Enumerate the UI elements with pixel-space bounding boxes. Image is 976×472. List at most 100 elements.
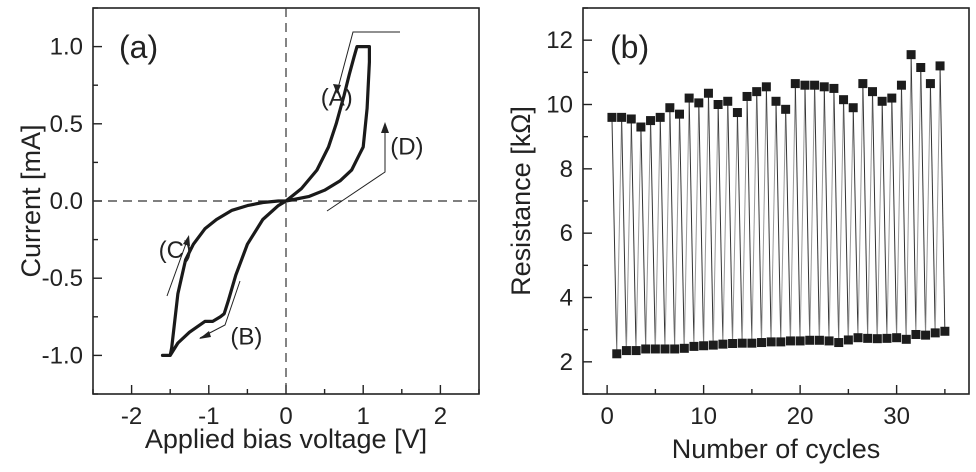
reset-transition-line: [683, 98, 690, 349]
arrow-b-head: [199, 331, 211, 339]
set-transition-line: [765, 86, 772, 342]
high-resistance-point: [877, 96, 887, 106]
y-tick-label: -0.5: [42, 265, 83, 292]
low-resistance-point: [679, 343, 689, 353]
x-tick-label: 0: [600, 403, 613, 430]
reset-transition-line: [818, 86, 825, 341]
low-resistance-point: [699, 341, 709, 351]
set-transition-line: [852, 107, 859, 338]
set-transition-line: [794, 83, 801, 341]
x-tick-label: 1: [357, 403, 370, 430]
x-tick-label: 10: [690, 403, 717, 430]
high-resistance-point: [906, 50, 916, 60]
x-tick-label: -2: [121, 403, 142, 430]
high-resistance-point: [723, 96, 733, 106]
y-tick-label: 1.0: [50, 34, 83, 61]
y-tick-label: 8: [560, 156, 573, 183]
set-transition-line: [881, 101, 888, 339]
set-transition-line: [804, 85, 811, 341]
reset-transition-line: [761, 86, 767, 343]
reset-transition-line: [751, 91, 758, 344]
high-resistance-point: [848, 103, 858, 113]
high-resistance-point: [839, 95, 849, 105]
y-tick-label: 10: [546, 92, 573, 119]
low-resistance-point: [776, 337, 786, 347]
reset-transition-line: [770, 101, 777, 342]
x-tick-label: 20: [787, 403, 814, 430]
x-tick-label: 30: [883, 403, 910, 430]
low-resistance-point: [940, 326, 950, 336]
set-transition-line: [688, 98, 695, 347]
set-transition-line: [910, 54, 917, 335]
low-resistance-point: [670, 344, 680, 354]
low-resistance-point: [660, 344, 670, 354]
high-resistance-point: [646, 116, 656, 126]
low-resistance-point: [612, 349, 622, 359]
reset-transition-line: [645, 120, 652, 349]
set-transition-line: [650, 120, 656, 349]
y-tick-label: 4: [560, 285, 573, 312]
reset-transition-line: [905, 54, 912, 340]
high-resistance-point: [916, 63, 926, 73]
high-resistance-point: [607, 112, 617, 122]
high-resistance-point: [761, 82, 771, 92]
reset-transition-line: [809, 85, 816, 341]
low-resistance-point: [641, 344, 651, 354]
set-transition-line: [621, 117, 627, 351]
high-resistance-point: [732, 108, 742, 118]
low-resistance-point: [708, 340, 718, 350]
high-resistance-point: [810, 80, 820, 90]
low-resistance-point: [824, 336, 834, 346]
low-resistance-point: [901, 334, 911, 344]
low-resistance-point: [728, 338, 738, 348]
set-transition-line: [775, 101, 782, 342]
high-resistance-point: [896, 80, 906, 90]
panel-a-y-axis-label: Current [mA]: [16, 124, 46, 277]
set-transition-line: [939, 65, 946, 332]
set-transition-line: [843, 99, 849, 340]
low-resistance-point: [872, 334, 882, 344]
arrow-c-head: [183, 235, 190, 246]
high-resistance-point: [675, 109, 684, 119]
high-resistance-point: [781, 104, 791, 114]
set-transition-line: [920, 67, 927, 336]
panel-a-label: (a): [119, 29, 158, 65]
set-transition-line: [698, 102, 705, 346]
reset-transition-line: [722, 101, 729, 345]
high-resistance-point: [694, 98, 704, 108]
reset-transition-line: [876, 101, 883, 339]
set-transition-line: [929, 83, 936, 333]
reset-transition-line: [915, 67, 922, 335]
reset-transition-line: [703, 93, 709, 346]
arrow-c-line: [166, 237, 189, 297]
annotation-b: (B): [230, 324, 262, 351]
high-resistance-point: [742, 91, 752, 101]
low-resistance-point: [737, 338, 747, 348]
low-resistance-point: [795, 336, 805, 346]
high-resistance-point: [713, 100, 723, 109]
low-resistance-point: [747, 338, 757, 348]
reset-transition-line: [780, 109, 787, 342]
set-transition-line: [630, 118, 637, 351]
reset-transition-line: [847, 107, 854, 340]
set-transition-line: [900, 85, 907, 340]
reset-transition-line: [867, 91, 873, 339]
reset-transition-line: [896, 85, 902, 338]
panel-a: -2 -1 0 1 2 -1.0 -0.5 0.0 0.5 1.0 (A) (B) (C) (D…: [16, 7, 480, 454]
set-transition-line: [717, 104, 724, 345]
low-resistance-point: [863, 333, 873, 343]
low-resistance-point: [930, 328, 940, 338]
reset-transition-line: [741, 96, 748, 344]
annotation-d: (D): [390, 134, 423, 161]
y-tick-label: -1.0: [42, 342, 83, 369]
set-transition-line: [736, 112, 743, 344]
low-resistance-point: [892, 333, 902, 343]
x-tick-label: 0: [279, 403, 292, 430]
reset-transition-line: [693, 102, 700, 347]
high-resistance-point: [887, 93, 897, 103]
reset-transition-line: [925, 83, 931, 336]
reset-transition-line: [674, 114, 680, 349]
reset-transition-line: [732, 112, 738, 344]
reset-transition-line: [712, 104, 719, 346]
set-transition-line: [746, 96, 753, 344]
